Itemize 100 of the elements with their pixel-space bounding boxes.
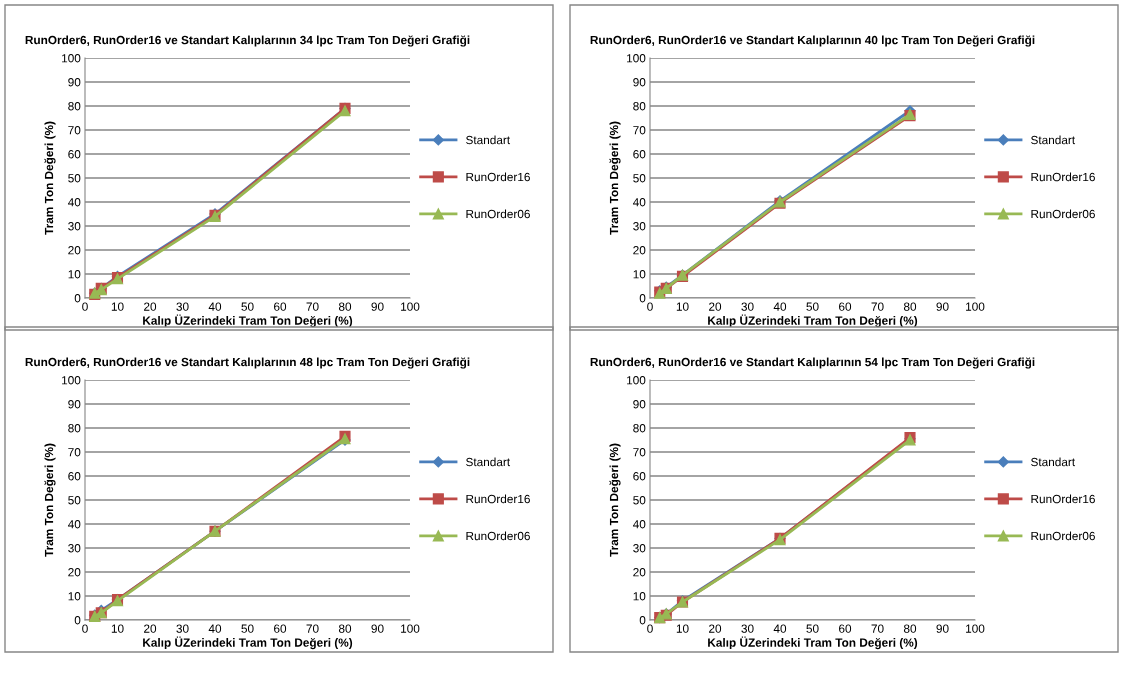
y-tick-label: 80 [68,102,81,111]
legend-label: Standart [1031,457,1076,467]
x-tick-label: 10 [111,624,124,633]
x-tick-label: 100 [401,624,420,633]
chart-title: RunOrder6, RunOrder16 ve Standart Kalıplarının 48 lpc Tram Ton Değeri Grafiği [25,357,470,369]
y-tick-label: 50 [633,174,646,183]
x-tick-label: 80 [903,624,917,633]
x-tick-label: 30 [741,624,754,633]
chart-title: RunOrder6, RunOrder16 ve Standart Kalıplarının 34 lpc Tram Ton Değeri Grafiği [25,35,470,47]
y-tick-label: 10 [633,270,646,279]
x-tick-label: 30 [741,302,754,311]
y-tick-label: 0 [639,294,646,303]
y-tick-label: 30 [633,222,646,231]
chart-title: RunOrder6, RunOrder16 ve Standart Kalıplarının 40 lpc Tram Ton Değeri Grafiği [590,35,1035,47]
x-axis-title: Kalıp ÜZerindeki Tram Ton Değeri (%) [143,314,353,328]
legend-label: RunOrder16 [466,494,530,504]
x-tick-label: 50 [241,302,254,311]
x-tick-label: 20 [144,624,157,633]
x-tick-label: 30 [176,302,189,311]
y-tick-label: 100 [62,376,81,385]
x-tick-label: 50 [806,624,819,633]
x-tick-label: 100 [401,302,420,311]
x-tick-label: 30 [176,624,189,633]
y-tick-label: 60 [633,472,646,481]
x-tick-label: 50 [241,624,254,633]
x-tick-label: 90 [371,302,384,311]
y-tick-label: 70 [633,126,646,135]
x-tick-label: 10 [111,302,124,311]
legend-label: RunOrder16 [1031,172,1095,182]
y-tick-label: 20 [633,568,646,577]
x-tick-label: 20 [144,302,157,311]
x-tick-label: 20 [709,624,722,633]
y-tick-label: 100 [627,54,646,63]
x-tick-label: 80 [903,302,917,311]
x-axis-title: Kalıp ÜZerindeki Tram Ton Değeri (%) [143,636,353,650]
y-axis-title: Tram Ton Değeri (%) [44,121,56,235]
y-axis-title: Tram Ton Değeri (%) [609,443,621,557]
x-tick-label: 60 [839,302,852,311]
y-axis-title: Tram Ton Değeri (%) [609,121,621,235]
x-tick-label: 0 [82,624,88,633]
y-tick-label: 30 [68,222,81,231]
x-tick-label: 60 [274,624,287,633]
legend-label: RunOrder06 [1031,531,1095,541]
y-tick-label: 50 [68,174,81,183]
x-axis-title: Kalıp ÜZerindeki Tram Ton Değeri (%) [708,314,918,328]
y-axis-title: Tram Ton Değeri (%) [44,443,56,557]
x-tick-label: 10 [676,624,689,633]
y-tick-label: 60 [633,150,646,159]
y-tick-label: 40 [67,198,81,207]
y-tick-label: 30 [68,544,81,553]
y-tick-label: 20 [633,246,646,255]
x-tick-label: 40 [208,302,222,311]
x-tick-label: 0 [647,302,653,311]
y-tick-label: 60 [68,472,81,481]
x-tick-label: 90 [371,624,384,633]
x-tick-label: 80 [338,624,352,633]
y-tick-label: 90 [68,78,81,87]
x-tick-label: 70 [306,302,319,311]
x-tick-label: 90 [936,624,949,633]
x-tick-label: 80 [338,302,352,311]
y-tick-label: 10 [68,270,81,279]
y-tick-label: 10 [68,592,81,601]
y-tick-label: 40 [632,198,646,207]
x-axis-title: Kalıp ÜZerindeki Tram Ton Değeri (%) [708,636,918,650]
x-tick-label: 0 [82,302,88,311]
x-tick-label: 40 [773,624,787,633]
y-tick-label: 80 [633,424,646,433]
y-tick-label: 40 [67,520,81,529]
x-tick-label: 40 [773,302,787,311]
y-tick-label: 70 [68,448,81,457]
legend-label: RunOrder06 [466,531,530,541]
y-tick-label: 80 [633,102,646,111]
chart-title: RunOrder6, RunOrder16 ve Standart Kalıplarının 54 lpc Tram Ton Değeri Grafiği [590,357,1035,369]
legend-label: RunOrder06 [1031,209,1095,219]
y-tick-label: 0 [74,616,81,625]
y-tick-label: 50 [633,496,646,505]
legend-label: Standart [1031,135,1076,145]
y-tick-label: 100 [62,54,81,63]
x-tick-label: 90 [936,302,949,311]
y-tick-label: 40 [632,520,646,529]
x-tick-label: 0 [647,624,653,633]
y-tick-label: 70 [633,448,646,457]
y-tick-label: 70 [68,126,81,135]
y-tick-label: 90 [68,400,81,409]
y-tick-label: 20 [68,246,81,255]
y-tick-label: 90 [633,400,646,409]
y-tick-label: 90 [633,78,646,87]
y-tick-label: 80 [68,424,81,433]
x-tick-label: 70 [306,624,319,633]
x-tick-label: 100 [966,624,985,633]
y-tick-label: 60 [68,150,81,159]
x-tick-label: 20 [709,302,722,311]
x-tick-label: 60 [274,302,287,311]
legend-label: RunOrder16 [466,172,530,182]
x-tick-label: 40 [208,624,222,633]
y-tick-label: 30 [633,544,646,553]
legend-label: RunOrder06 [466,209,530,219]
legend-label: Standart [466,135,511,145]
y-tick-label: 0 [74,294,81,303]
x-tick-label: 70 [871,624,884,633]
